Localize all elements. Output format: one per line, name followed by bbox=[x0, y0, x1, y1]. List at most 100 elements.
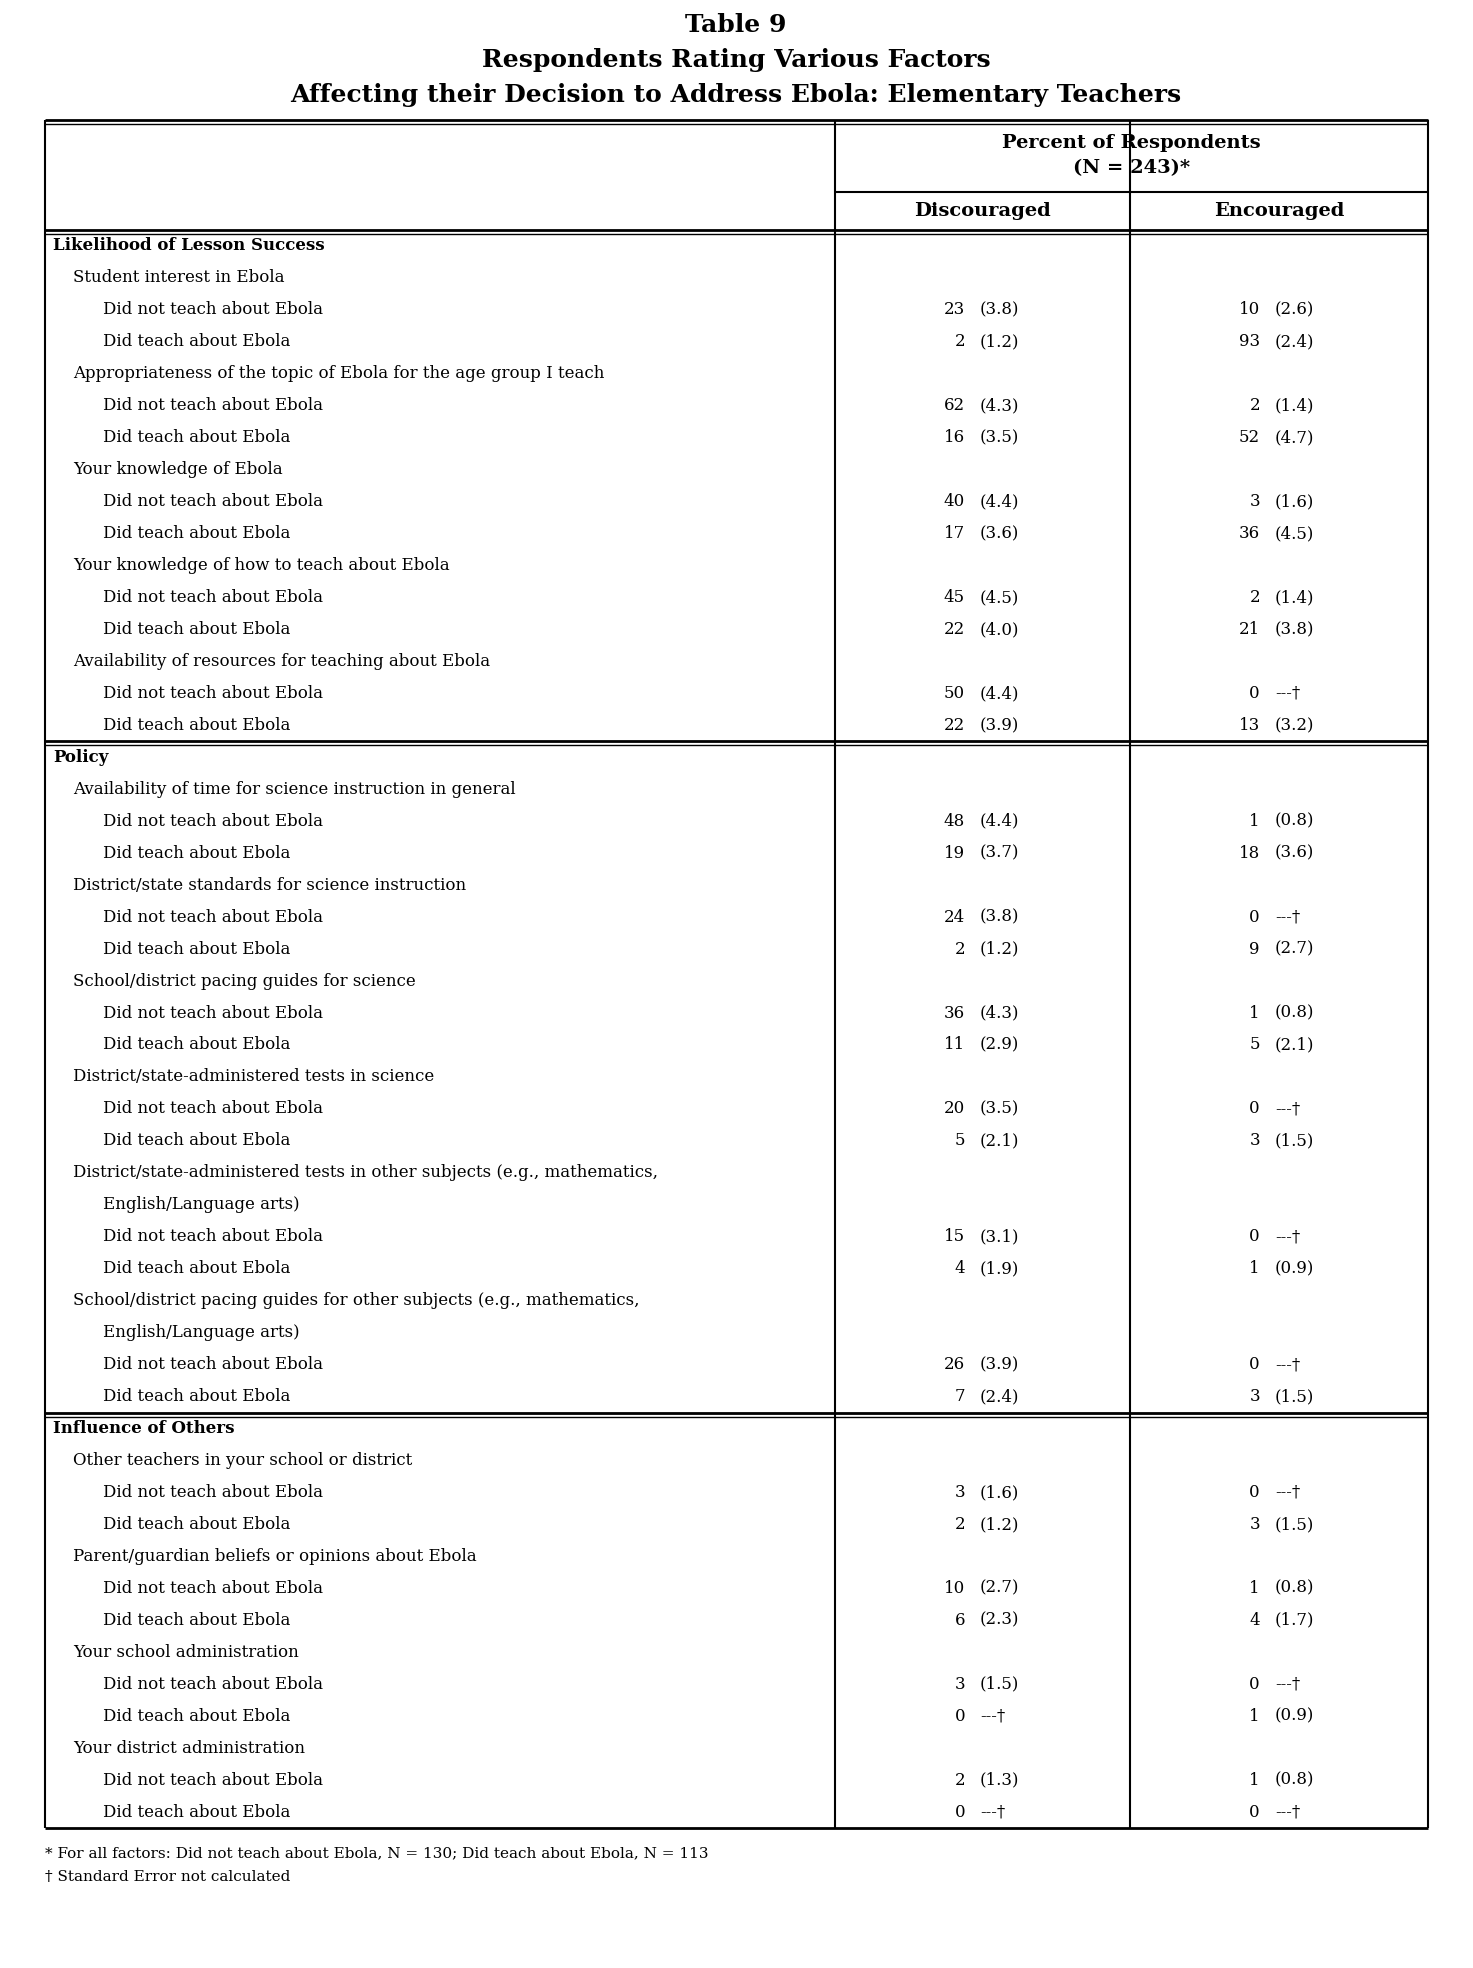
Text: 2: 2 bbox=[1249, 588, 1259, 606]
Text: (2.1): (2.1) bbox=[1276, 1037, 1314, 1053]
Text: 2: 2 bbox=[955, 1771, 965, 1789]
Text: Did teach about Ebola: Did teach about Ebola bbox=[103, 716, 290, 734]
Text: Appropriateness of the topic of Ebola for the age group I teach: Appropriateness of the topic of Ebola fo… bbox=[74, 366, 604, 382]
Text: Discouraged: Discouraged bbox=[915, 203, 1050, 220]
Text: (0.9): (0.9) bbox=[1276, 1708, 1314, 1724]
Text: 22: 22 bbox=[944, 716, 965, 734]
Text: District/state-administered tests in science: District/state-administered tests in sci… bbox=[74, 1069, 435, 1086]
Text: (3.1): (3.1) bbox=[980, 1228, 1019, 1246]
Text: 0: 0 bbox=[1249, 685, 1259, 703]
Text: Did not teach about Ebola: Did not teach about Ebola bbox=[103, 1484, 323, 1502]
Text: 3: 3 bbox=[955, 1484, 965, 1502]
Text: 0: 0 bbox=[955, 1708, 965, 1724]
Text: 16: 16 bbox=[944, 429, 965, 447]
Text: (4.0): (4.0) bbox=[980, 622, 1019, 638]
Text: English/Language arts): English/Language arts) bbox=[103, 1324, 299, 1340]
Text: 15: 15 bbox=[944, 1228, 965, 1246]
Text: (4.3): (4.3) bbox=[980, 1004, 1019, 1021]
Text: Did teach about Ebola: Did teach about Ebola bbox=[103, 941, 290, 958]
Text: (2.3): (2.3) bbox=[980, 1612, 1019, 1630]
Text: ---†: ---† bbox=[1276, 1803, 1301, 1820]
Text: (2.7): (2.7) bbox=[1276, 941, 1314, 958]
Text: District/state-administered tests in other subjects (e.g., mathematics,: District/state-administered tests in oth… bbox=[74, 1165, 658, 1181]
Text: Encouraged: Encouraged bbox=[1214, 203, 1345, 220]
Text: 36: 36 bbox=[1239, 525, 1259, 541]
Text: Did teach about Ebola: Did teach about Ebola bbox=[103, 1803, 290, 1820]
Text: ---†: ---† bbox=[1276, 1675, 1301, 1692]
Text: Likelihood of Lesson Success: Likelihood of Lesson Success bbox=[53, 238, 324, 254]
Text: 10: 10 bbox=[944, 1580, 965, 1596]
Text: Did not teach about Ebola: Did not teach about Ebola bbox=[103, 1675, 323, 1692]
Text: 3: 3 bbox=[1249, 1387, 1259, 1405]
Text: (0.8): (0.8) bbox=[1276, 1004, 1314, 1021]
Text: (4.5): (4.5) bbox=[1276, 525, 1314, 541]
Text: 7: 7 bbox=[955, 1387, 965, 1405]
Text: ---†: ---† bbox=[1276, 685, 1301, 703]
Text: 3: 3 bbox=[1249, 1515, 1259, 1533]
Text: Table 9: Table 9 bbox=[685, 14, 787, 37]
Text: 21: 21 bbox=[1239, 622, 1259, 638]
Text: 50: 50 bbox=[944, 685, 965, 703]
Text: Did not teach about Ebola: Did not teach about Ebola bbox=[103, 398, 323, 415]
Text: (4.4): (4.4) bbox=[980, 685, 1019, 703]
Text: Did not teach about Ebola: Did not teach about Ebola bbox=[103, 301, 323, 319]
Text: 1: 1 bbox=[1249, 1260, 1259, 1277]
Text: 17: 17 bbox=[944, 525, 965, 541]
Text: 52: 52 bbox=[1239, 429, 1259, 447]
Text: * For all factors: Did not teach about Ebola, N = 130; Did teach about Ebola, N : * For all factors: Did not teach about E… bbox=[46, 1846, 709, 1860]
Text: Did not teach about Ebola: Did not teach about Ebola bbox=[103, 813, 323, 830]
Text: (4.4): (4.4) bbox=[980, 494, 1019, 510]
Text: (1.7): (1.7) bbox=[1276, 1612, 1314, 1630]
Text: Did teach about Ebola: Did teach about Ebola bbox=[103, 1260, 290, 1277]
Text: Did teach about Ebola: Did teach about Ebola bbox=[103, 1387, 290, 1405]
Text: Policy: Policy bbox=[53, 750, 109, 766]
Text: 6: 6 bbox=[955, 1612, 965, 1630]
Text: 19: 19 bbox=[944, 844, 965, 862]
Text: School/district pacing guides for science: School/district pacing guides for scienc… bbox=[74, 972, 415, 990]
Text: Did not teach about Ebola: Did not teach about Ebola bbox=[103, 494, 323, 510]
Text: 4: 4 bbox=[955, 1260, 965, 1277]
Text: 62: 62 bbox=[944, 398, 965, 415]
Text: 1: 1 bbox=[1249, 1004, 1259, 1021]
Text: Did not teach about Ebola: Did not teach about Ebola bbox=[103, 1004, 323, 1021]
Text: 10: 10 bbox=[1239, 301, 1259, 319]
Text: 24: 24 bbox=[944, 909, 965, 925]
Text: 1: 1 bbox=[1249, 1580, 1259, 1596]
Text: 13: 13 bbox=[1239, 716, 1259, 734]
Text: 2: 2 bbox=[955, 941, 965, 958]
Text: 3: 3 bbox=[1249, 1132, 1259, 1149]
Text: ---†: ---† bbox=[1276, 1484, 1301, 1502]
Text: (3.6): (3.6) bbox=[980, 525, 1019, 541]
Text: Availability of resources for teaching about Ebola: Availability of resources for teaching a… bbox=[74, 653, 491, 669]
Text: (3.2): (3.2) bbox=[1276, 716, 1314, 734]
Text: (2.7): (2.7) bbox=[980, 1580, 1019, 1596]
Text: (1.3): (1.3) bbox=[980, 1771, 1019, 1789]
Text: (0.8): (0.8) bbox=[1276, 1771, 1314, 1789]
Text: 3: 3 bbox=[1249, 494, 1259, 510]
Text: (2.9): (2.9) bbox=[980, 1037, 1019, 1053]
Text: Did not teach about Ebola: Did not teach about Ebola bbox=[103, 685, 323, 703]
Text: (1.4): (1.4) bbox=[1276, 398, 1314, 415]
Text: (2.4): (2.4) bbox=[980, 1387, 1019, 1405]
Text: Did not teach about Ebola: Did not teach about Ebola bbox=[103, 909, 323, 925]
Text: (4.7): (4.7) bbox=[1276, 429, 1314, 447]
Text: 1: 1 bbox=[1249, 813, 1259, 830]
Text: 0: 0 bbox=[1249, 909, 1259, 925]
Text: 1: 1 bbox=[1249, 1708, 1259, 1724]
Text: Percent of Respondents
(N = 243)*: Percent of Respondents (N = 243)* bbox=[1002, 134, 1261, 177]
Text: (2.1): (2.1) bbox=[980, 1132, 1019, 1149]
Text: (1.2): (1.2) bbox=[980, 333, 1019, 350]
Text: (1.5): (1.5) bbox=[980, 1675, 1019, 1692]
Text: (0.8): (0.8) bbox=[1276, 1580, 1314, 1596]
Text: Did teach about Ebola: Did teach about Ebola bbox=[103, 333, 290, 350]
Text: (3.5): (3.5) bbox=[980, 1100, 1019, 1118]
Text: Did not teach about Ebola: Did not teach about Ebola bbox=[103, 1356, 323, 1374]
Text: Other teachers in your school or district: Other teachers in your school or distric… bbox=[74, 1452, 412, 1468]
Text: (1.9): (1.9) bbox=[980, 1260, 1019, 1277]
Text: (1.2): (1.2) bbox=[980, 941, 1019, 958]
Text: 36: 36 bbox=[944, 1004, 965, 1021]
Text: 1: 1 bbox=[1249, 1771, 1259, 1789]
Text: 4: 4 bbox=[1249, 1612, 1259, 1630]
Text: (3.8): (3.8) bbox=[980, 909, 1019, 925]
Text: (1.5): (1.5) bbox=[1276, 1515, 1314, 1533]
